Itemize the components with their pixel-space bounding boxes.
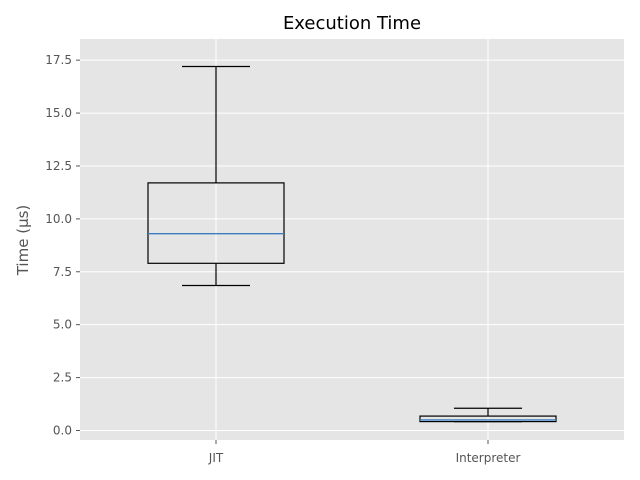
- plot-background: [80, 39, 624, 440]
- box-interpreter: [419, 407, 557, 423]
- y-axis-label: Time (µs): [14, 205, 32, 277]
- x-tick-label: JIT: [208, 451, 224, 465]
- chart-title: Execution Time: [283, 13, 421, 34]
- y-tick-label: 17.5: [45, 53, 72, 67]
- y-tick-label: 0.0: [53, 423, 72, 437]
- box-jit: [147, 65, 285, 287]
- y-tick-label: 7.5: [53, 265, 72, 279]
- y-tick-label: 15.0: [45, 106, 72, 120]
- y-tick-label: 12.5: [45, 159, 72, 173]
- boxes: [147, 65, 557, 423]
- y-tick-label: 10.0: [45, 212, 72, 226]
- box-body: [147, 182, 285, 264]
- y-tick-label: 5.0: [53, 318, 72, 332]
- grid-lines: [80, 39, 624, 440]
- box-body: [419, 415, 557, 423]
- y-axis-ticks: 0.0 2.5 5.0 7.5 10.0 12.5 15.0 17.5: [45, 53, 80, 437]
- y-tick-label: 2.5: [53, 371, 72, 385]
- x-axis-ticks: JIT Interpreter: [208, 440, 521, 465]
- x-tick-label: Interpreter: [456, 451, 521, 465]
